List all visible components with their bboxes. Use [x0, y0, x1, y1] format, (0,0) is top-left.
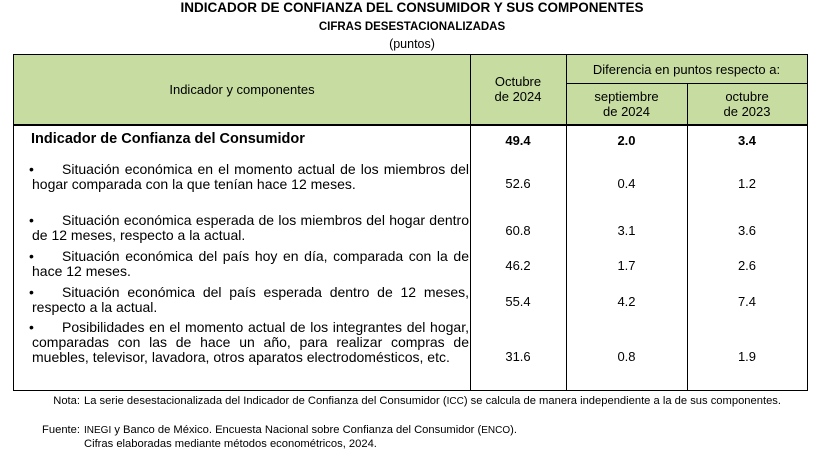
note-text: La serie desestacionalizada del Indicado…: [84, 394, 808, 409]
component-diff-year: 3.6: [737, 223, 757, 238]
component-diff-year: 7.4: [737, 294, 757, 309]
source-label: Fuente:: [42, 424, 80, 436]
component-diff-year: 1.2: [737, 176, 757, 191]
header-october-2024-line1: Octubre: [494, 74, 542, 89]
source-abbr: INEGI: [84, 425, 112, 436]
component-row: • Situación económica esperada de los mi…: [29, 212, 469, 243]
component-value: 52.6: [505, 176, 531, 191]
note-label: Nota:: [53, 395, 80, 407]
indicator-table: Indicador y componentes Octubre de 2024 …: [13, 54, 808, 391]
source-methods-line: Cifras elaboradas mediante métodos econo…: [84, 438, 377, 450]
component-row: • Situación económica del país esperada …: [29, 284, 469, 315]
component-value: 55.4: [505, 294, 531, 309]
component-value: 46.2: [505, 258, 531, 273]
header-october-2023: octubre de 2023: [687, 89, 807, 119]
header-september-2024-line1: septiembre: [594, 89, 659, 104]
note-abbr: ICC: [446, 396, 464, 407]
component-label: Situación económica del país esperada de…: [32, 284, 469, 315]
header-indicator: Indicador y componentes: [169, 82, 315, 97]
component-label: Situación económica esperada de los miem…: [32, 212, 469, 243]
bullet-icon: •: [29, 161, 34, 177]
source-text-part: ).: [510, 424, 517, 436]
column-divider: [687, 83, 688, 390]
source-abbr: ENCO: [481, 425, 511, 436]
table-units: (puntos): [389, 37, 435, 51]
component-diff-month: 4.2: [617, 294, 636, 309]
main-indicator-label: Indicador de Confianza del Consumidor: [31, 131, 305, 147]
component-diff-month: 0.8: [617, 349, 636, 364]
main-indicator-value: 49.4: [505, 133, 531, 148]
component-row: • Situación económica en el momento actu…: [29, 161, 469, 192]
header-september-2024: septiembre de 2024: [566, 89, 687, 119]
note-text-part: La serie desestacionalizada del Indicado…: [84, 395, 447, 407]
header-october-2023-line2: de 2023: [723, 104, 771, 119]
header-october-2024: Octubre de 2024: [470, 74, 566, 104]
component-label: Situación económica en el momento actual…: [32, 161, 469, 192]
component-diff-month: 3.1: [617, 223, 636, 238]
note-text-part: ) se calcula de manera independiente a l…: [463, 395, 781, 407]
main-indicator-diff-month: 2.0: [617, 133, 636, 148]
column-divider: [566, 55, 567, 390]
source-text: INEGI y Banco de México. Encuesta Nacion…: [84, 423, 808, 438]
component-diff-year: 1.9: [737, 349, 757, 364]
component-row: • Situación económica del país hoy en dí…: [29, 248, 469, 279]
component-label: Situación económica del país hoy en día,…: [32, 248, 469, 279]
bullet-icon: •: [29, 248, 34, 264]
header-october-2024-line2: de 2024: [494, 89, 542, 104]
main-indicator-diff-year: 3.4: [737, 133, 757, 148]
source-text-part: y Banco de México. Encuesta Nacional sob…: [111, 424, 482, 436]
header-bottom-rule: [14, 124, 807, 126]
table-subtitle: CIFRAS DESESTACIONALIZADAS: [318, 21, 506, 33]
header-divider: [566, 83, 807, 84]
component-label: Posibilidades en el momento actual de lo…: [32, 319, 469, 365]
component-value: 31.6: [505, 349, 531, 364]
bullet-icon: •: [29, 319, 34, 335]
header-september-2024-line2: de 2024: [603, 104, 650, 119]
header-october-2023-line1: octubre: [725, 89, 769, 104]
component-diff-month: 0.4: [617, 176, 636, 191]
component-row: • Posibilidades en el momento actual de …: [29, 319, 469, 365]
table-header-background: [14, 55, 807, 124]
bullet-icon: •: [29, 212, 34, 228]
component-diff-year: 2.6: [737, 258, 757, 273]
bullet-icon: •: [29, 284, 34, 300]
component-value: 60.8: [505, 223, 531, 238]
component-diff-month: 1.7: [617, 258, 636, 273]
header-difference-group: Diferencia en puntos respecto a:: [592, 62, 781, 77]
table-title: INDICADOR DE CONFIANZA DEL CONSUMIDOR Y …: [180, 0, 644, 15]
column-divider: [470, 55, 471, 390]
